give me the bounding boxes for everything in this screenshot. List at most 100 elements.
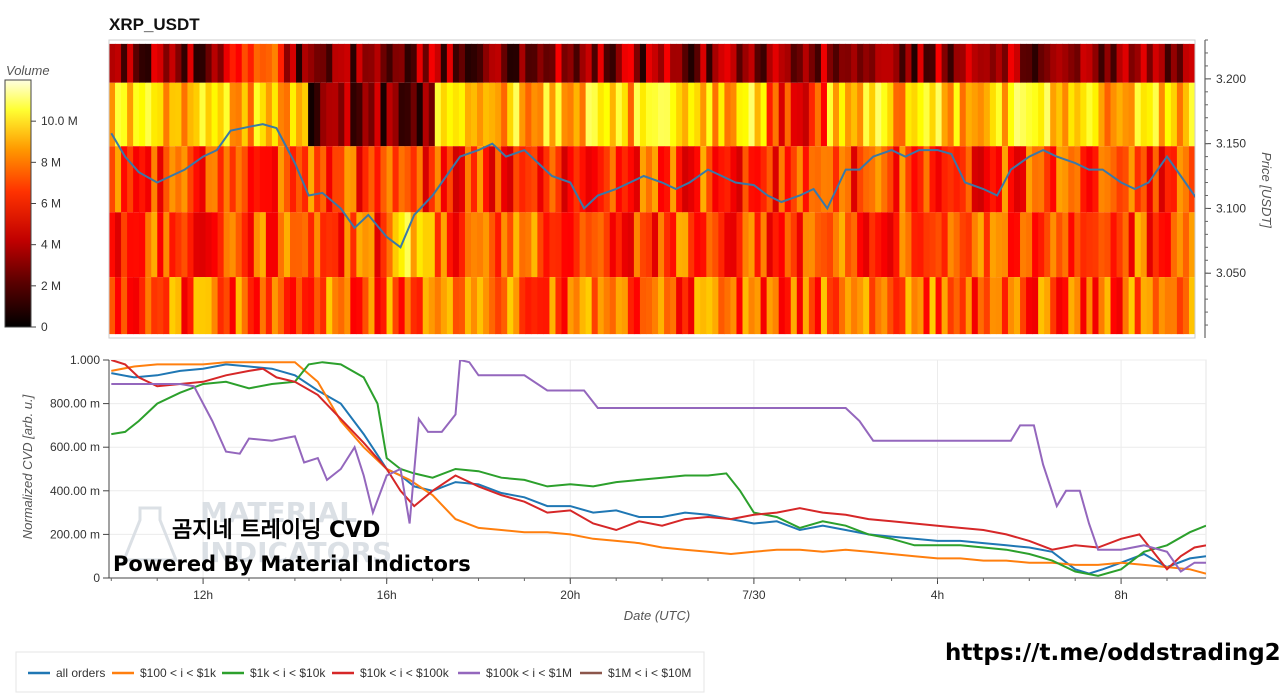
cvd-y-tick-label: 800.00 m (50, 397, 100, 411)
heatmap-cell (440, 82, 448, 147)
heatmap-cell (181, 277, 189, 335)
heatmap-cell (923, 146, 931, 213)
heatmap-cell (193, 212, 201, 278)
heatmap-cell (193, 146, 201, 213)
cvd-y-tick-label: 1.000 (70, 353, 100, 367)
cvd-y-tick-label: 600.00 m (50, 440, 100, 454)
heatmap-cell (965, 43, 973, 83)
heatmap-cell (121, 43, 128, 83)
heatmap-cell (1044, 212, 1051, 278)
heatmap-cell (259, 277, 267, 335)
heatmap-cell (549, 43, 557, 83)
heatmap-cell (736, 82, 744, 147)
heatmap-cell (187, 277, 195, 335)
heatmap-cell (199, 43, 207, 83)
heatmap-cell (718, 82, 725, 147)
heatmap-cell (501, 277, 508, 335)
heatmap-cell (428, 212, 436, 278)
heatmap-cell (718, 277, 725, 335)
heatmap-cell (959, 43, 967, 83)
telegram-link[interactable]: https://t.me/oddstrading2 (945, 640, 1280, 666)
heatmap-cell (664, 146, 671, 213)
heatmap-cell (332, 146, 339, 213)
heatmap-cell (308, 82, 315, 147)
heatmap-cell (573, 277, 581, 335)
heatmap-cell (181, 146, 189, 213)
heatmap-cell (639, 43, 647, 83)
cvd-plot-area (108, 359, 1207, 579)
heatmap-cell (881, 82, 888, 147)
heatmap-cell (585, 146, 593, 213)
heatmap-cell (229, 146, 237, 213)
heatmap-cell (1098, 82, 1106, 147)
heatmap-cell (531, 82, 538, 147)
heatmap-cell (941, 212, 949, 278)
heatmap-cell (332, 82, 339, 147)
heatmap-cell (464, 277, 472, 335)
heatmap-cell (1050, 146, 1057, 213)
heatmap-cell (1110, 82, 1118, 147)
heatmap-cell (1182, 82, 1190, 147)
heatmap-cell (398, 146, 406, 213)
heatmap-cell (133, 277, 140, 335)
heatmap-cell (971, 146, 979, 213)
heatmap-cell (187, 212, 195, 278)
heatmap-cell (356, 212, 363, 278)
heatmap-cell (688, 146, 695, 213)
heatmap-cell (133, 212, 140, 278)
heatmap-cell (1170, 43, 1178, 83)
heatmap-cell (971, 277, 979, 335)
heatmap-cell (133, 43, 140, 83)
heatmap-cell (567, 43, 575, 83)
heatmap-cell (265, 43, 273, 83)
heatmap-cell (941, 43, 949, 83)
heatmap-cell (314, 212, 321, 278)
heatmap-cell (416, 146, 424, 213)
heatmap-cell (368, 43, 376, 83)
heatmap-cell (513, 277, 520, 335)
heatmap-cell (730, 212, 738, 278)
heatmap-cell (416, 277, 424, 335)
heatmap-cell (241, 277, 249, 335)
legend-item: $100 < i < $1k (140, 666, 217, 680)
heatmap-cell (736, 146, 744, 213)
heatmap-cell (814, 146, 822, 213)
heatmap-cell (754, 146, 762, 213)
heatmap-cell (1134, 146, 1142, 213)
heatmap-cell (356, 82, 363, 147)
heatmap-cell (175, 82, 182, 147)
heatmap-cell (784, 146, 792, 213)
heatmap-cell (1044, 82, 1051, 147)
heatmap-cell (253, 82, 261, 147)
heatmap-cell (796, 212, 804, 278)
heatmap-cell (664, 43, 671, 83)
heatmap-cell (639, 212, 647, 278)
heatmap-cell (386, 146, 394, 213)
heatmap-cell (905, 82, 913, 147)
heatmap-cell (525, 277, 532, 335)
heatmap-cell (935, 82, 943, 147)
heatmap-cell (899, 212, 906, 278)
heatmap-cell (507, 43, 514, 83)
heatmap-cell (205, 82, 213, 147)
heatmap-cell (169, 212, 176, 278)
heatmap-cell (983, 146, 991, 213)
heatmap-cell (446, 277, 454, 335)
heatmap-cell (796, 277, 804, 335)
heatmap-cell (1080, 212, 1087, 278)
heatmap-cell (187, 43, 195, 83)
heatmap-cell (1074, 277, 1081, 335)
heatmap-cell (857, 277, 864, 335)
heatmap-cell (247, 82, 255, 147)
heatmap-cell (995, 146, 1003, 213)
heatmap-cell (495, 146, 502, 213)
heatmap-cell (682, 43, 689, 83)
heatmap-cell (561, 277, 569, 335)
heatmap-cell (127, 82, 134, 147)
heatmap-cell (392, 82, 400, 147)
heatmap-cell (223, 146, 231, 213)
heatmap-cell (664, 212, 671, 278)
heatmap-cell (253, 43, 261, 83)
heatmap-cell (627, 82, 635, 147)
heatmap-cell (1020, 146, 1027, 213)
